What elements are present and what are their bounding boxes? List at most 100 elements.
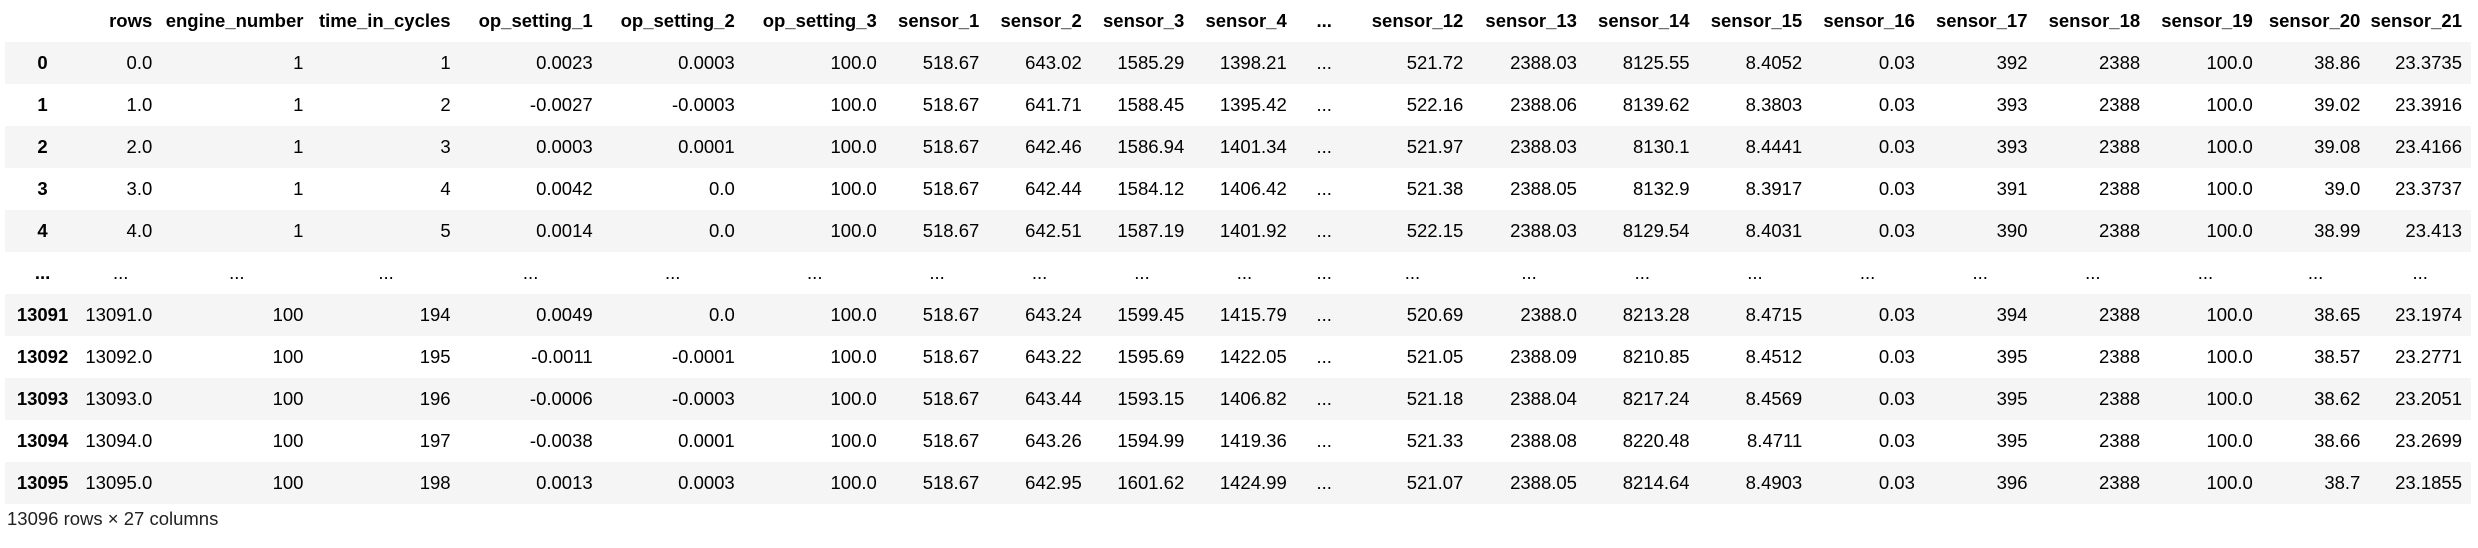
table-cell: 39.0 [2324, 178, 2361, 199]
table-cell: 1395.42 [1219, 94, 1287, 115]
table-cell: 2388 [2099, 304, 2141, 325]
column-header: sensor_20 [2268, 10, 2361, 31]
table-row: 13092 13092.0 100 195 -0.0011 -0.0001 100.0 518… [5, 336, 2471, 378]
table-cell: 8210.85 [1622, 346, 1690, 367]
table-cell: ... [522, 262, 539, 283]
table-cell: 4 [440, 178, 451, 199]
table-cell: ... [1521, 262, 1537, 283]
column-header: op_setting_3 [762, 10, 877, 31]
table-cell: 0.0014 [536, 220, 593, 241]
table-cell: 1585.29 [1117, 52, 1185, 73]
table-cell: 8.4569 [1745, 388, 1803, 409]
table-cell: 1 [293, 136, 304, 157]
table-cell: ... [1031, 262, 1048, 283]
table-cell: 194 [419, 304, 451, 325]
table-cell: 0.0013 [536, 472, 593, 493]
table-cell: 0.03 [1878, 388, 1915, 409]
table-cell: 2388.0 [1520, 304, 1577, 325]
table-cell: ... [2085, 262, 2101, 283]
table-cell: -0.0038 [529, 430, 593, 451]
column-header: op_setting_1 [478, 10, 593, 31]
table-cell: 1406.82 [1219, 388, 1287, 409]
table-cell: 100 [272, 346, 304, 367]
column-header: sensor_13 [1485, 10, 1577, 31]
dataframe-table: rows engine_number time_in_cycles op_settin… [5, 0, 2471, 504]
table-cell: ... [1316, 430, 1332, 451]
table-cell: 8.4031 [1745, 220, 1803, 241]
table-cell: 100 [272, 430, 304, 451]
table-cell: ... [1316, 472, 1332, 493]
table-cell: 8.4903 [1745, 472, 1803, 493]
table-cell: 393 [1996, 136, 2028, 157]
table-cell: 2388 [2099, 52, 2141, 73]
table-cell: 0.0001 [678, 136, 735, 157]
table-cell: -0.0003 [671, 388, 735, 409]
row-index-cell: 4 [37, 220, 48, 241]
table-cell: 5 [440, 220, 451, 241]
row-index-cell: 2 [37, 136, 48, 157]
table-cell: 100 [272, 472, 304, 493]
table-cell: 390 [1996, 220, 2028, 241]
table-cell: 8.4715 [1745, 304, 1803, 325]
table-cell: 521.07 [1406, 472, 1464, 493]
table-cell: 38.7 [2324, 472, 2361, 493]
table-cell: 2388.05 [1510, 178, 1577, 199]
table-cell: 642.51 [1025, 220, 1082, 241]
table-cell: 23.1855 [2395, 472, 2462, 493]
column-header: sensor_21 [2370, 10, 2462, 31]
table-cell: 0.0 [126, 52, 153, 73]
table-cell: 38.99 [2314, 220, 2361, 241]
table-cell: 100.0 [830, 94, 877, 115]
table-cell: 1419.36 [1219, 430, 1287, 451]
table-cell: 39.08 [2314, 136, 2361, 157]
table-cell: 8139.62 [1622, 94, 1690, 115]
table-cell: 100.0 [2206, 388, 2253, 409]
table-cell: 1587.19 [1117, 220, 1185, 241]
table-cell: 13092.0 [85, 346, 153, 367]
table-cell: 39.02 [2314, 94, 2361, 115]
column-header: sensor_14 [1598, 10, 1690, 31]
table-cell: 0.03 [1878, 94, 1915, 115]
table-cell: ... [2412, 262, 2428, 283]
table-cell: 2388 [2099, 346, 2141, 367]
table-cell: ... [664, 262, 681, 283]
table-cell: 518.67 [922, 136, 980, 157]
table-cell: 2388 [2099, 178, 2141, 199]
table-cell: 642.44 [1025, 178, 1082, 199]
table-cell: 8130.1 [1633, 136, 1690, 157]
table-cell: 13094.0 [85, 430, 153, 451]
table-cell: 13091.0 [85, 304, 153, 325]
table-cell: 100 [272, 304, 304, 325]
table-cell: 0.0 [709, 178, 735, 199]
column-header: sensor_17 [1935, 10, 2028, 31]
table-cell: 198 [419, 472, 451, 493]
table-cell: 2.0 [126, 136, 153, 157]
table-cell: 100.0 [830, 304, 877, 325]
table-cell: 2388.06 [1510, 94, 1577, 115]
table-cell: 0.03 [1878, 136, 1915, 157]
table-cell: ... [1316, 94, 1332, 115]
column-header: sensor_16 [1823, 10, 1915, 31]
column-header: sensor_3 [1103, 10, 1185, 31]
table-cell: 100.0 [830, 388, 877, 409]
table-cell: 8213.28 [1622, 304, 1690, 325]
table-cell: 0.03 [1878, 304, 1915, 325]
table-cell: 100.0 [830, 472, 877, 493]
row-index-cell: 13091 [16, 304, 69, 325]
table-cell: 0.0 [709, 304, 735, 325]
table-cell: 0.0 [709, 220, 735, 241]
table-cell: ... [1316, 304, 1332, 325]
table-cell: 1.0 [126, 94, 153, 115]
column-header: sensor_18 [2048, 10, 2141, 31]
row-index-cell: 13092 [16, 346, 69, 367]
table-cell: 8.4512 [1745, 346, 1803, 367]
table-cell: ... [2307, 262, 2324, 283]
table-cell: 3 [440, 136, 451, 157]
table-cell: ... [1972, 262, 1988, 283]
table-cell: 13093.0 [85, 388, 153, 409]
table-cell: 521.33 [1406, 430, 1464, 451]
table-cell: 23.2699 [2395, 430, 2462, 451]
column-header: ... [1316, 10, 1332, 31]
table-cell: 196 [419, 388, 451, 409]
table-cell: 522.16 [1406, 94, 1464, 115]
